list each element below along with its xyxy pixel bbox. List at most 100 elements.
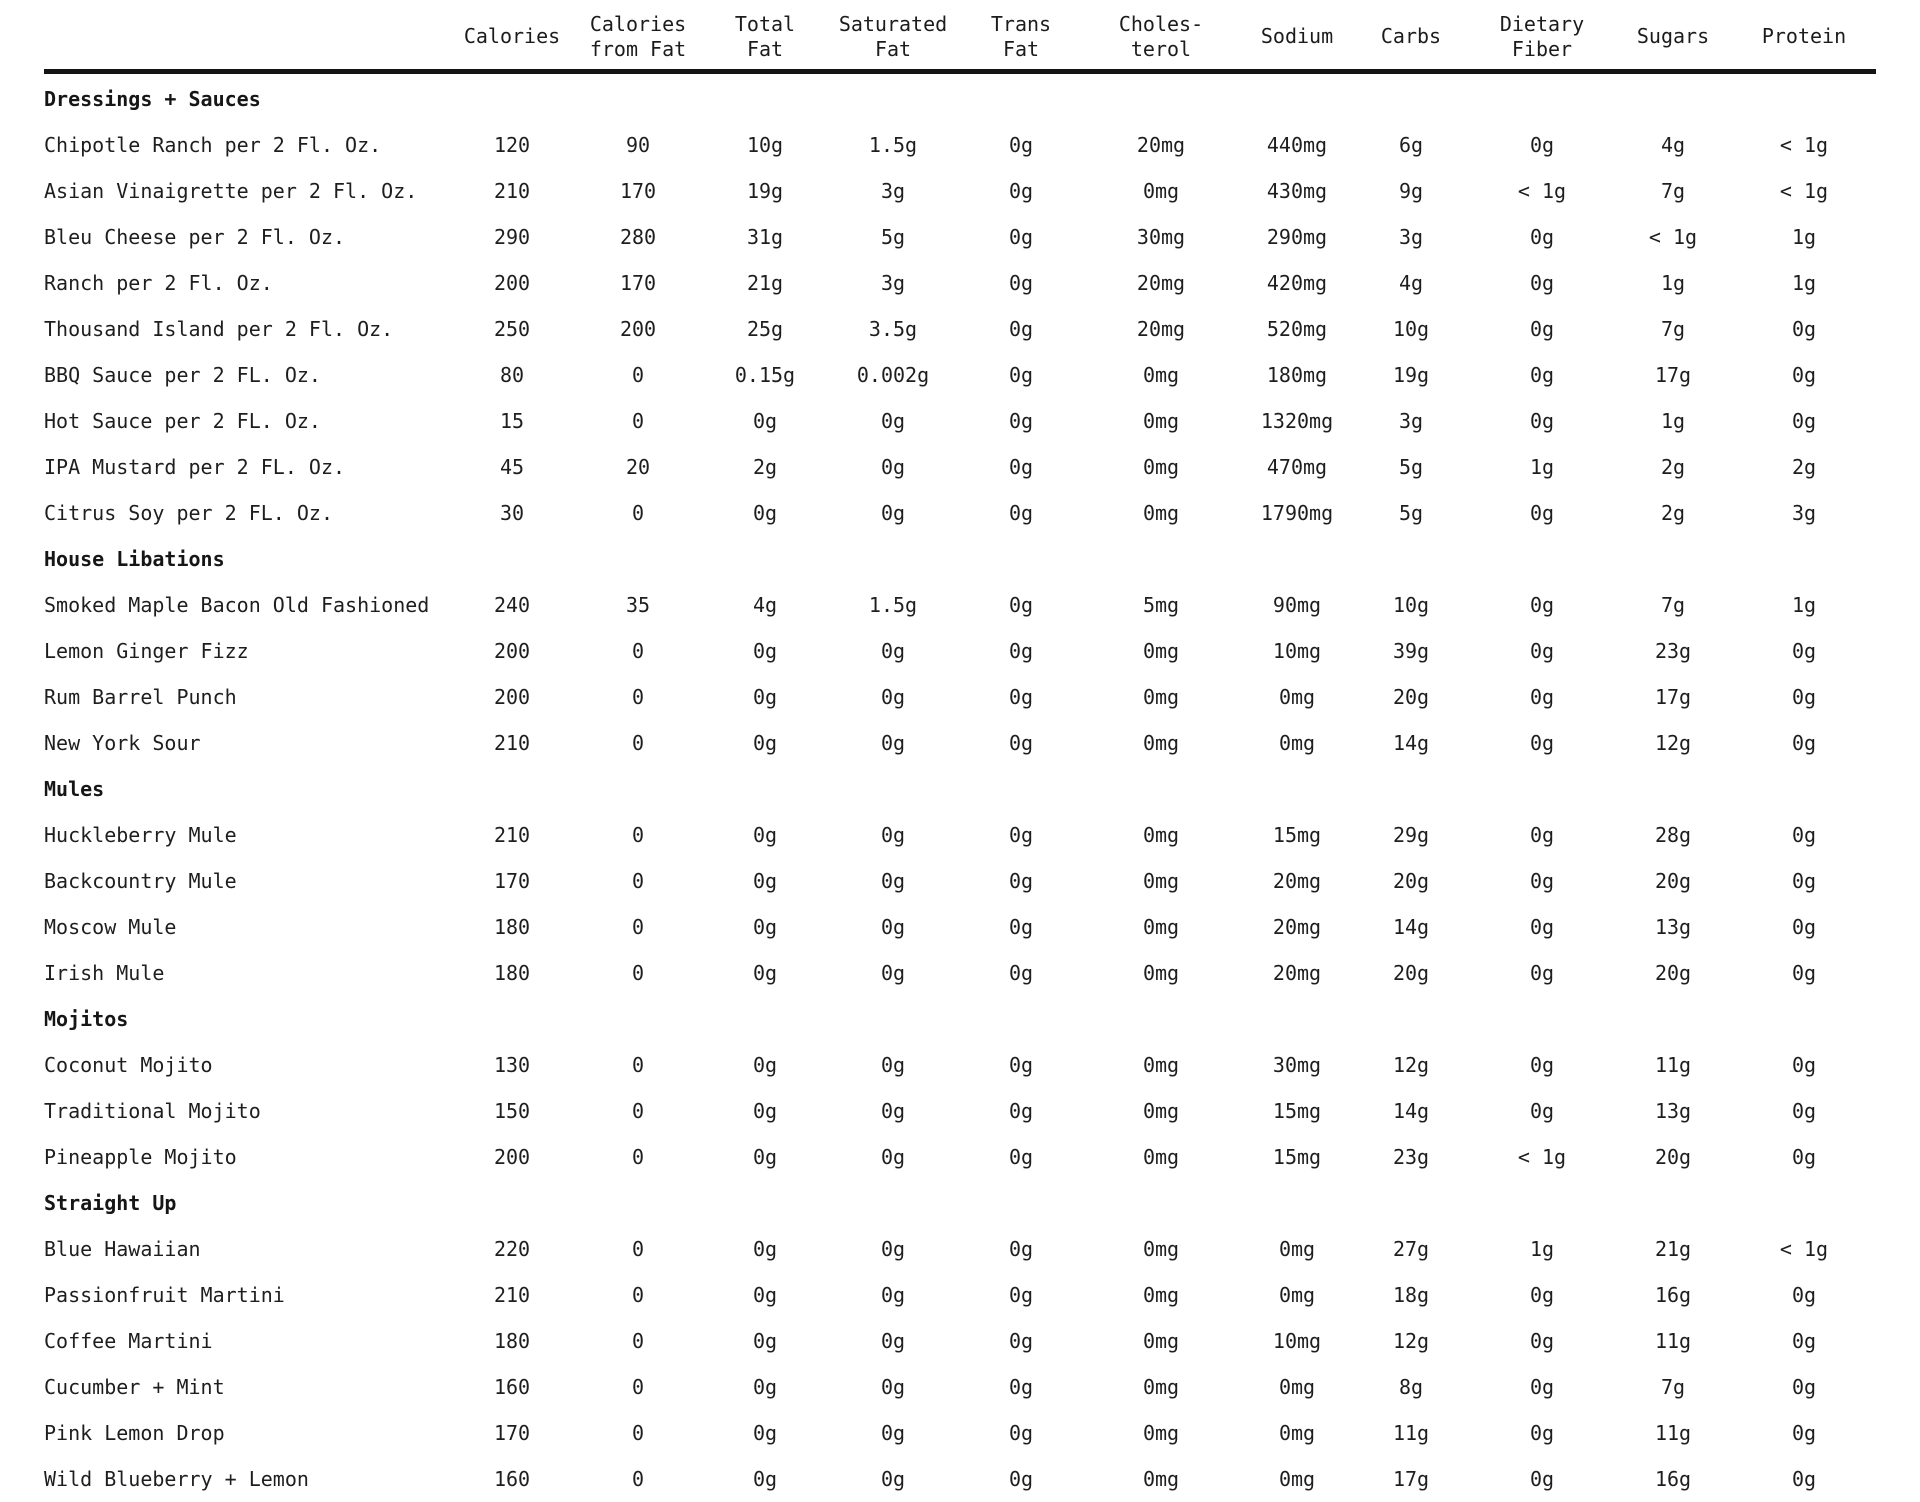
nutrition-value: 0mg	[1142, 1053, 1180, 1077]
nutrition-value: 0mg	[1278, 1375, 1316, 1399]
nutrition-value: 0	[631, 1099, 645, 1123]
nutrition-value: 0g	[1008, 1145, 1034, 1169]
nutrition-value: 0mg	[1142, 455, 1180, 479]
nutrition-value: 0mg	[1142, 915, 1180, 939]
nutrition-value: 170	[619, 271, 657, 295]
nutrition-value: 0g	[752, 1329, 778, 1353]
nutrition-value: 180	[493, 961, 531, 985]
nutrition-value: 23g	[1392, 1145, 1430, 1169]
nutrition-value: 130	[493, 1053, 531, 1077]
nutrition-value: 0g	[880, 1375, 906, 1399]
nutrition-value: 5g	[1398, 455, 1424, 479]
nutrition-value: 0	[631, 1467, 645, 1491]
nutrition-value: 290mg	[1266, 225, 1328, 249]
table-row: Ranch per 2 Fl. Oz. 200 170 21g 3g 0g 20mg 420m…	[0, 260, 1920, 306]
nutrition-value: 0g	[1791, 915, 1817, 939]
table-row: Huckleberry Mule 210 0 0g 0g 0g 0mg 15mg 29g 0g 28…	[0, 812, 1920, 858]
nutrition-value: 0	[631, 1145, 645, 1169]
nutrition-value: 0g	[752, 1053, 778, 1077]
nutrition-value: 0	[631, 501, 645, 525]
nutrition-value: 0mg	[1142, 1375, 1180, 1399]
nutrition-value: 0g	[880, 501, 906, 525]
nutrition-value: 0g	[752, 1375, 778, 1399]
nutrition-value: 2g	[752, 455, 778, 479]
table-row: Cucumber + Mint 160 0 0g 0g 0g 0mg 0mg 8g 0g 7g 0g	[0, 1364, 1920, 1410]
table-row: BBQ Sauce per 2 FL. Oz. 80 0 0.15g 0.002g 0g 0…	[0, 352, 1920, 398]
nutrition-value: 0g	[1008, 685, 1034, 709]
nutrition-value: 90mg	[1272, 593, 1322, 617]
item-name: Coconut Mojito	[44, 1053, 213, 1077]
nutrition-value: 14g	[1392, 731, 1430, 755]
nutrition-value: 0g	[752, 1421, 778, 1445]
nutrition-value: 20mg	[1136, 271, 1186, 295]
nutrition-value: 23g	[1654, 639, 1692, 663]
item-name: Smoked Maple Bacon Old Fashioned	[44, 593, 430, 617]
nutrition-value: 200	[493, 271, 531, 295]
nutrition-value: 20g	[1392, 961, 1430, 985]
item-name: Lemon Ginger Fizz	[44, 639, 249, 663]
nutrition-value: 0mg	[1142, 869, 1180, 893]
nutrition-value: 0g	[1791, 1053, 1817, 1077]
section-title: Mojitos	[44, 1007, 129, 1031]
nutrition-value: 0mg	[1142, 409, 1180, 433]
nutrition-value: 0g	[1529, 1053, 1555, 1077]
nutrition-value: 0	[631, 409, 645, 433]
nutrition-value: 210	[493, 179, 531, 203]
column-header-calories: Calories	[463, 24, 561, 48]
nutrition-value: 0	[631, 1329, 645, 1353]
nutrition-value: < 1g	[1517, 1145, 1567, 1169]
nutrition-value: 15mg	[1272, 1099, 1322, 1123]
nutrition-value: 0mg	[1142, 179, 1180, 203]
nutrition-value: 1g	[1791, 593, 1817, 617]
nutrition-value: 3g	[1398, 225, 1424, 249]
column-header-protein: Protein	[1761, 24, 1847, 48]
nutrition-value: 0g	[1529, 961, 1555, 985]
nutrition-value: 10mg	[1272, 1329, 1322, 1353]
table-row: New York Sour 210 0 0g 0g 0g 0mg 0mg 14g 0g 12g 0g	[0, 720, 1920, 766]
nutrition-value: 0g	[1791, 1329, 1817, 1353]
section-title: Straight Up	[44, 1191, 177, 1215]
nutrition-value: 9g	[1398, 179, 1424, 203]
nutrition-value: 0mg	[1278, 1467, 1316, 1491]
nutrition-value: 5g	[1398, 501, 1424, 525]
section-header-row: Dressings + Sauces	[0, 76, 1920, 122]
nutrition-value: 0mg	[1142, 685, 1180, 709]
nutrition-value: 180mg	[1266, 363, 1328, 387]
nutrition-value: 0g	[1791, 1145, 1817, 1169]
column-header-total-fat: Total Fat	[734, 11, 796, 61]
nutrition-value: 1.5g	[868, 593, 918, 617]
nutrition-value: 20mg	[1272, 961, 1322, 985]
column-header-carbs: Carbs	[1380, 24, 1442, 48]
nutrition-value: 0g	[1529, 1467, 1555, 1491]
nutrition-value: 0g	[1008, 409, 1034, 433]
column-header-sodium: Sodium	[1260, 24, 1334, 48]
table-row: Thousand Island per 2 Fl. Oz. 250 200 25g 3.…	[0, 306, 1920, 352]
table-row: IPA Mustard per 2 FL. Oz. 45 20 2g 0g 0g 0mg 47…	[0, 444, 1920, 490]
item-name: Blue Hawaiian	[44, 1237, 201, 1261]
column-header-trans-fat: Trans Fat	[990, 11, 1052, 61]
nutrition-value: < 1g	[1779, 133, 1829, 157]
nutrition-value: 20mg	[1272, 869, 1322, 893]
table-row: Hot Sauce per 2 FL. Oz. 15 0 0g 0g 0g 0mg 1320m…	[0, 398, 1920, 444]
nutrition-value: 0mg	[1278, 685, 1316, 709]
nutrition-value: 11g	[1654, 1053, 1692, 1077]
nutrition-value: 0g	[1008, 915, 1034, 939]
nutrition-table-body: Dressings + Sauces Chipotle Ranch per 2 F…	[0, 74, 1920, 1502]
nutrition-value: 13g	[1654, 915, 1692, 939]
nutrition-value: 0mg	[1142, 1467, 1180, 1491]
table-row: Coffee Martini 180 0 0g 0g 0g 0mg 10mg 12g 0g 11g 0…	[0, 1318, 1920, 1364]
nutrition-value: 15mg	[1272, 823, 1322, 847]
nutrition-value: 0	[631, 961, 645, 985]
nutrition-value: 150	[493, 1099, 531, 1123]
nutrition-value: 0g	[1529, 593, 1555, 617]
table-row: Rum Barrel Punch 200 0 0g 0g 0g 0mg 0mg 20g 0g 17g…	[0, 674, 1920, 720]
nutrition-value: 0g	[1791, 869, 1817, 893]
nutrition-value: 250	[493, 317, 531, 341]
nutrition-value: 520mg	[1266, 317, 1328, 341]
nutrition-value: 4g	[1660, 133, 1686, 157]
nutrition-value: 13g	[1654, 1099, 1692, 1123]
nutrition-value: 180	[493, 915, 531, 939]
table-row: Traditional Mojito 150 0 0g 0g 0g 0mg 15mg 14g 0g…	[0, 1088, 1920, 1134]
item-name: Huckleberry Mule	[44, 823, 237, 847]
nutrition-value: 0g	[752, 823, 778, 847]
